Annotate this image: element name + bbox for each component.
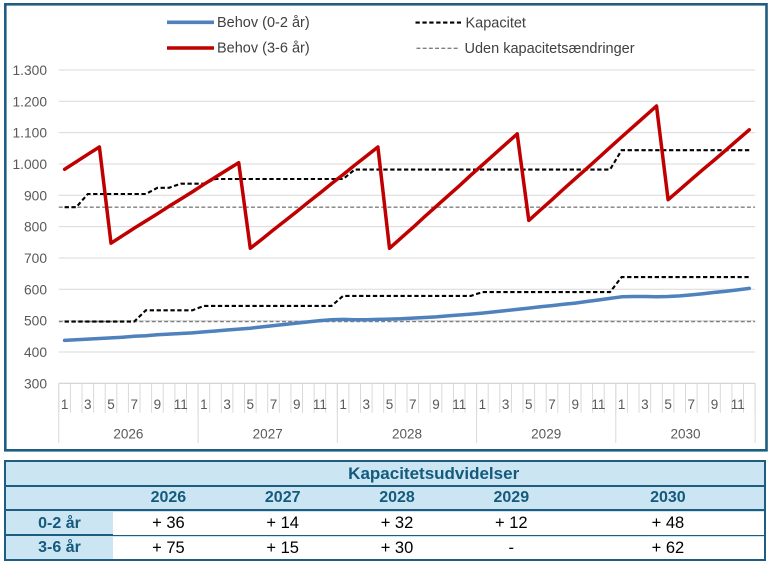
svg-text:1.300: 1.300 — [12, 63, 47, 78]
svg-text:3: 3 — [223, 397, 231, 412]
svg-text:11: 11 — [174, 397, 188, 412]
svg-text:5: 5 — [247, 397, 255, 412]
svg-text:2026: 2026 — [113, 426, 143, 441]
svg-text:3: 3 — [502, 397, 510, 412]
svg-text:3: 3 — [641, 397, 649, 412]
svg-text:9: 9 — [293, 397, 301, 412]
svg-text:3: 3 — [84, 397, 92, 412]
svg-text:9: 9 — [432, 397, 440, 412]
svg-text:1.200: 1.200 — [12, 94, 47, 109]
svg-text:800: 800 — [24, 220, 47, 235]
svg-text:5: 5 — [107, 397, 115, 412]
svg-text:1: 1 — [61, 397, 69, 412]
svg-text:2029: 2029 — [531, 426, 561, 441]
svg-text:300: 300 — [24, 376, 47, 391]
svg-text:1: 1 — [339, 397, 347, 412]
svg-text:3: 3 — [363, 397, 371, 412]
svg-text:2030: 2030 — [670, 426, 700, 441]
svg-text:7: 7 — [548, 397, 556, 412]
svg-text:700: 700 — [24, 251, 47, 266]
svg-text:Behov (3-6 år): Behov (3-6 år) — [217, 41, 310, 57]
svg-text:7: 7 — [409, 397, 417, 412]
svg-text:9: 9 — [154, 397, 162, 412]
svg-text:7: 7 — [130, 397, 138, 412]
svg-text:500: 500 — [24, 314, 47, 329]
svg-text:Behov (0-2 år): Behov (0-2 år) — [217, 15, 310, 31]
svg-text:2028: 2028 — [392, 426, 422, 441]
svg-text:5: 5 — [525, 397, 533, 412]
svg-text:11: 11 — [731, 397, 745, 412]
svg-text:7: 7 — [688, 397, 696, 412]
svg-text:2027: 2027 — [253, 426, 283, 441]
svg-text:1: 1 — [200, 397, 208, 412]
svg-text:11: 11 — [313, 397, 327, 412]
svg-text:7: 7 — [270, 397, 278, 412]
svg-text:5: 5 — [664, 397, 672, 412]
svg-text:11: 11 — [452, 397, 466, 412]
svg-text:Uden kapacitetsændringer: Uden kapacitetsændringer — [465, 41, 635, 57]
svg-text:1.000: 1.000 — [12, 157, 47, 172]
svg-text:1.100: 1.100 — [12, 126, 47, 141]
svg-text:1: 1 — [618, 397, 626, 412]
svg-text:5: 5 — [386, 397, 394, 412]
svg-text:400: 400 — [24, 345, 47, 360]
svg-text:11: 11 — [591, 397, 605, 412]
svg-text:600: 600 — [24, 282, 47, 297]
svg-text:Kapacitet: Kapacitet — [466, 15, 526, 31]
svg-text:900: 900 — [24, 188, 47, 203]
svg-text:9: 9 — [571, 397, 579, 412]
svg-text:1: 1 — [479, 397, 487, 412]
svg-text:9: 9 — [711, 397, 719, 412]
